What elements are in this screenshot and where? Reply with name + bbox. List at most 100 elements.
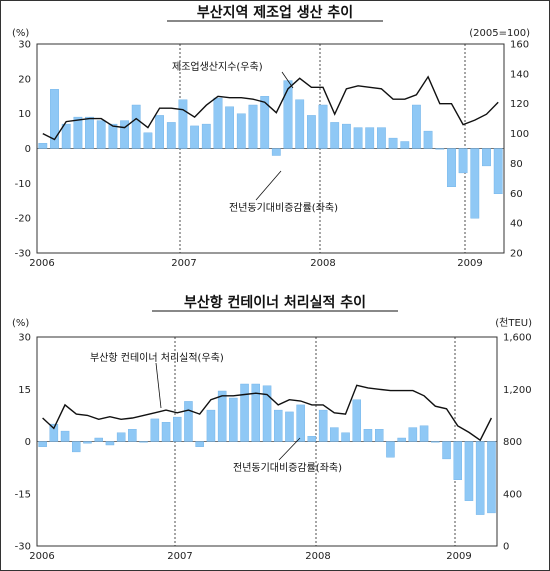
- chart-2-bar: [184, 401, 193, 442]
- chart-2-bar: [206, 409, 216, 442]
- chart-2-bar: [464, 441, 474, 501]
- chart-2-bar: [229, 397, 238, 442]
- chart-2-bar: [352, 399, 362, 442]
- chart-2-left-tick-label: 0: [25, 437, 31, 448]
- chart-1-right-tick-label: 60: [510, 189, 523, 200]
- chart-1-left-tick-label: 0: [25, 144, 31, 155]
- chart-1-bar: [330, 122, 340, 149]
- chart-1-bar: [73, 116, 83, 149]
- chart-2: 부산항 컨테이너 처리실적 추이 (%) (천TEU) 30150-15-30 …: [12, 294, 532, 562]
- chart-2-bar: [453, 441, 463, 480]
- chart-1-right-tick-label: 80: [510, 159, 523, 170]
- chart-2-bar: [419, 425, 429, 442]
- chart-1-bar: [388, 137, 398, 149]
- chart-1-annotation-index: 제조업생산지수(우축): [172, 60, 263, 73]
- chart-1-left-tick-label: -10: [15, 179, 31, 190]
- chart-2-left-tick-label: 15: [18, 385, 31, 396]
- chart-1-right-tick-label: 160: [510, 40, 529, 51]
- chart-1-bar: [353, 127, 363, 149]
- chart-1-right-tick-label: 40: [510, 219, 523, 230]
- chart-1-bar: [225, 106, 234, 149]
- chart-2-bar: [397, 437, 406, 442]
- chart-2-bar: [330, 427, 339, 442]
- chart-2-bar: [217, 390, 227, 442]
- chart-1-year-label: 2009: [457, 258, 482, 269]
- chart-1-right-tick-label: 100: [510, 129, 529, 140]
- chart-2-bar: [285, 411, 294, 442]
- chart-1-bar: [201, 123, 211, 149]
- chart-2-bar: [475, 441, 485, 515]
- chart-2-right-tick-label: 400: [503, 489, 522, 500]
- chart-2-title: 부산항 컨테이너 처리실적 추이: [184, 294, 366, 311]
- chart-1-bar: [400, 141, 410, 149]
- chart-1-bar: [155, 115, 164, 149]
- chart-1-annotation-growth: 전년동기대비증감률(좌축): [229, 202, 338, 214]
- chart-1-bar: [295, 99, 305, 149]
- chart-1-bar: [85, 116, 94, 149]
- chart-2-right-tick-label: 800: [503, 437, 522, 448]
- chart-1-bar: [248, 104, 258, 149]
- chart-2-bar: [487, 441, 496, 514]
- chart-1-bar: [365, 127, 375, 149]
- chart-1-year-label: 2007: [171, 258, 196, 269]
- chart-1-bar: [178, 99, 188, 149]
- chart-2-bar: [296, 404, 305, 442]
- chart-2-bar: [195, 441, 204, 447]
- chart-2-year-label: 2007: [167, 551, 192, 562]
- chart-2-bar: [116, 432, 126, 442]
- chart-1-bar: [435, 148, 445, 150]
- chart-1-bar: [50, 89, 59, 149]
- chart-2-left-tick-label: 30: [18, 333, 31, 344]
- chart-2-left-tick-label: -15: [15, 489, 31, 500]
- chart-1-right-unit: (2005=100): [469, 28, 530, 39]
- chart-1-bar: [447, 148, 456, 187]
- chart-1-left-tick-label: 30: [18, 40, 31, 51]
- chart-2-annotation-throughput: 부산항 컨테이너 처리실적(우축): [90, 352, 224, 364]
- chart-2-bar: [375, 429, 384, 442]
- chart-2-bar: [240, 383, 249, 442]
- chart-1-bar: [412, 104, 421, 149]
- chart-2-leader-line-growth: [278, 437, 301, 461]
- chart-2-bar: [341, 432, 350, 442]
- chart-1-bar: [236, 113, 246, 149]
- chart-2-right-tick-label: 1,200: [503, 385, 532, 396]
- chart-2-bar: [442, 441, 451, 460]
- chart-1-bar: [318, 104, 328, 149]
- chart-2-bar: [150, 418, 160, 442]
- chart-2-bar: [386, 441, 395, 458]
- chart-2-left-tick-label: -30: [15, 542, 31, 553]
- chart-1-bar: [166, 122, 176, 149]
- chart-1-right-tick-label: 140: [510, 69, 529, 80]
- chart-2-bar: [408, 427, 418, 442]
- chart-1-left-unit: (%): [12, 28, 29, 39]
- chart-2-bar: [274, 409, 283, 442]
- chart-1-left-tick-label: -20: [15, 214, 31, 225]
- chart-2-annotation-growth: 전년동기대비증감률(좌축): [233, 462, 342, 474]
- chart-1-bar: [271, 148, 281, 156]
- chart-1-bar: [342, 123, 351, 149]
- chart-2-right-tick-label: 1,600: [503, 333, 532, 344]
- chart-2-bar: [38, 441, 47, 447]
- chart-2-bar: [318, 409, 328, 442]
- chart-1-bar: [143, 132, 153, 149]
- chart-2-bar: [307, 436, 317, 442]
- chart-2-bar: [128, 429, 137, 442]
- chart-2-left-unit: (%): [12, 318, 29, 329]
- chart-1-bar: [260, 96, 270, 149]
- chart-2-bar: [262, 385, 272, 442]
- chart-1-bar: [61, 123, 71, 149]
- chart-1: 부산지역 제조업 생산 추이 (%) (2005=100) 3020100-10…: [12, 4, 530, 269]
- chart-2-year-label: 2009: [446, 551, 471, 562]
- chart-2-bar: [139, 441, 148, 443]
- chart-2-bar: [105, 441, 115, 446]
- chart-2-bar: [431, 441, 440, 443]
- chart-1-bar: [213, 97, 223, 149]
- chart-1-bar: [131, 104, 141, 149]
- chart-2-bar: [71, 441, 81, 453]
- chart-2-bar: [83, 441, 92, 444]
- chart-1-left-tick-label: -30: [15, 249, 31, 260]
- chart-2-right-unit: (천TEU): [495, 317, 532, 329]
- chart-1-bar: [283, 80, 293, 149]
- chart-1-bar: [493, 148, 503, 194]
